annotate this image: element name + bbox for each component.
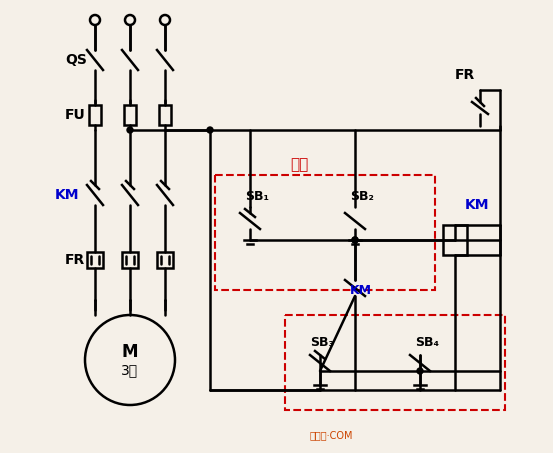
Text: KM: KM <box>55 188 80 202</box>
Text: QS: QS <box>65 53 87 67</box>
Text: SB₃: SB₃ <box>310 336 334 348</box>
Bar <box>122 252 138 268</box>
Circle shape <box>352 237 358 243</box>
Bar <box>124 105 136 125</box>
Text: KM: KM <box>465 198 489 212</box>
Text: FU: FU <box>65 108 86 122</box>
Text: 甲地: 甲地 <box>290 158 308 173</box>
Bar <box>443 225 467 255</box>
Text: KM: KM <box>350 284 372 297</box>
Text: FR: FR <box>455 68 475 82</box>
Circle shape <box>417 368 423 374</box>
Text: SB₄: SB₄ <box>415 336 439 348</box>
Bar <box>157 252 173 268</box>
Circle shape <box>207 127 213 133</box>
Text: 优先图·COM: 优先图·COM <box>310 430 353 440</box>
Text: M: M <box>122 343 138 361</box>
Text: SB₁: SB₁ <box>245 191 269 203</box>
Circle shape <box>352 237 358 243</box>
Circle shape <box>127 127 133 133</box>
Text: SB₂: SB₂ <box>350 191 374 203</box>
Text: FR: FR <box>65 253 85 267</box>
Text: 3～: 3～ <box>122 363 139 377</box>
Bar <box>89 105 101 125</box>
Bar <box>159 105 171 125</box>
Bar <box>87 252 103 268</box>
